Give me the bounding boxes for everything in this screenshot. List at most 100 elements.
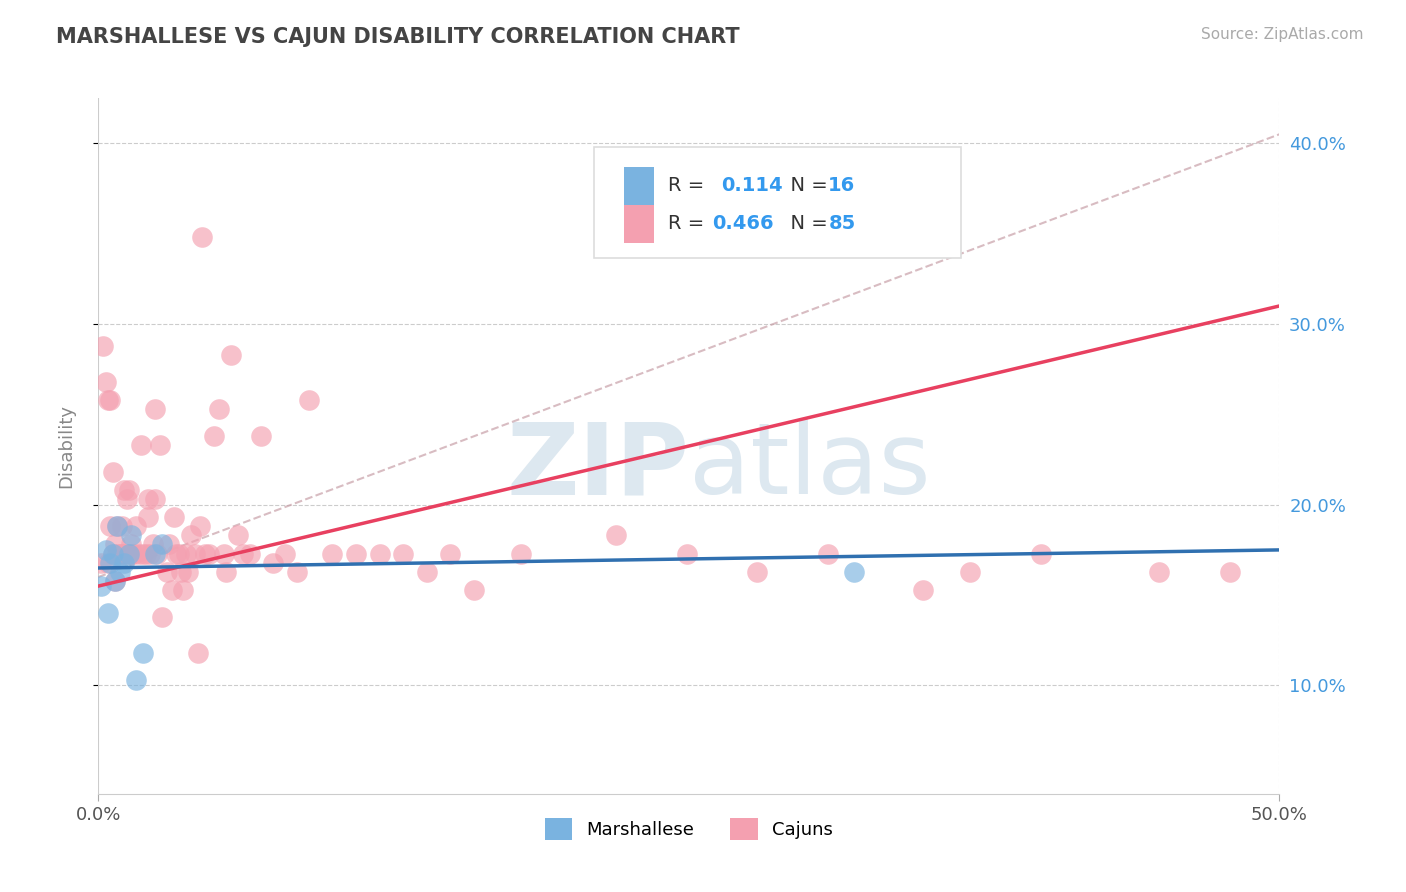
Point xyxy=(1219,565,1241,579)
Text: R =: R = xyxy=(668,177,717,195)
Point xyxy=(122,547,145,561)
Point xyxy=(212,547,235,561)
Point xyxy=(844,565,866,579)
Point xyxy=(605,528,627,542)
Point xyxy=(121,547,143,561)
Point xyxy=(90,556,112,570)
Point xyxy=(170,565,193,579)
Point xyxy=(416,565,439,579)
Point xyxy=(94,375,117,389)
Text: Source: ZipAtlas.com: Source: ZipAtlas.com xyxy=(1201,27,1364,42)
Point xyxy=(104,574,127,588)
Point xyxy=(439,547,461,561)
Point xyxy=(250,429,273,443)
Point xyxy=(105,519,128,533)
Point xyxy=(125,519,148,533)
Point xyxy=(112,547,135,561)
Point xyxy=(118,483,141,498)
Point xyxy=(262,556,284,570)
Text: MARSHALLESE VS CAJUN DISABILITY CORRELATION CHART: MARSHALLESE VS CAJUN DISABILITY CORRELAT… xyxy=(56,27,740,46)
Point xyxy=(121,537,143,551)
Point xyxy=(163,510,186,524)
Point xyxy=(177,565,200,579)
Point xyxy=(321,547,343,561)
FancyBboxPatch shape xyxy=(624,205,654,243)
Point xyxy=(231,547,253,561)
Point xyxy=(675,547,697,561)
Point xyxy=(101,547,124,561)
Point xyxy=(105,547,128,561)
Point xyxy=(298,392,321,407)
FancyBboxPatch shape xyxy=(624,167,654,205)
Point xyxy=(115,547,138,561)
Text: 0.114: 0.114 xyxy=(721,177,783,195)
Point xyxy=(97,606,120,620)
Point xyxy=(180,528,202,542)
Point xyxy=(142,537,165,551)
Point xyxy=(121,528,143,542)
Point xyxy=(135,547,157,561)
Point xyxy=(136,510,159,524)
Text: 0.466: 0.466 xyxy=(713,214,775,234)
Point xyxy=(118,547,141,561)
Point xyxy=(139,547,162,561)
Point xyxy=(160,582,183,597)
Point xyxy=(208,401,231,416)
Point xyxy=(167,547,190,561)
Point xyxy=(157,537,180,551)
Point xyxy=(392,547,415,561)
Point xyxy=(344,547,367,561)
Point xyxy=(202,429,225,443)
Point xyxy=(174,547,197,561)
Y-axis label: Disability: Disability xyxy=(56,404,75,488)
Point xyxy=(98,392,121,407)
Text: atlas: atlas xyxy=(689,418,931,516)
Point xyxy=(198,547,221,561)
Point xyxy=(108,547,131,561)
Point xyxy=(959,565,981,579)
Point xyxy=(97,556,120,570)
Point xyxy=(94,542,117,557)
Point xyxy=(104,574,127,588)
Point xyxy=(368,547,391,561)
Point xyxy=(194,547,217,561)
Point xyxy=(97,392,120,407)
Point xyxy=(156,565,179,579)
Point xyxy=(187,646,209,660)
Point xyxy=(101,547,124,561)
Point xyxy=(285,565,308,579)
Point xyxy=(91,339,114,353)
Point xyxy=(129,438,152,452)
Point xyxy=(112,556,135,570)
Point xyxy=(115,492,138,507)
Point xyxy=(132,646,155,660)
Point xyxy=(510,547,533,561)
Point xyxy=(149,438,172,452)
Point xyxy=(143,547,166,561)
Point xyxy=(132,547,155,561)
Point xyxy=(463,582,485,597)
Point xyxy=(911,582,934,597)
Point xyxy=(172,582,194,597)
Point xyxy=(105,519,128,533)
Point xyxy=(101,465,124,479)
Point xyxy=(274,547,297,561)
Point xyxy=(191,230,214,244)
Point xyxy=(747,565,769,579)
FancyBboxPatch shape xyxy=(595,147,960,258)
Point xyxy=(165,547,187,561)
Text: N =: N = xyxy=(778,177,834,195)
Point xyxy=(98,519,121,533)
Legend: Marshallese, Cajuns: Marshallese, Cajuns xyxy=(537,811,841,847)
Point xyxy=(150,537,173,551)
Point xyxy=(108,565,131,579)
Point xyxy=(146,547,169,561)
Point xyxy=(136,492,159,507)
Point xyxy=(98,556,121,570)
Point xyxy=(188,519,211,533)
Point xyxy=(104,537,127,551)
Point xyxy=(125,673,148,687)
Point xyxy=(150,609,173,624)
Text: 16: 16 xyxy=(828,177,856,195)
Point xyxy=(143,492,166,507)
